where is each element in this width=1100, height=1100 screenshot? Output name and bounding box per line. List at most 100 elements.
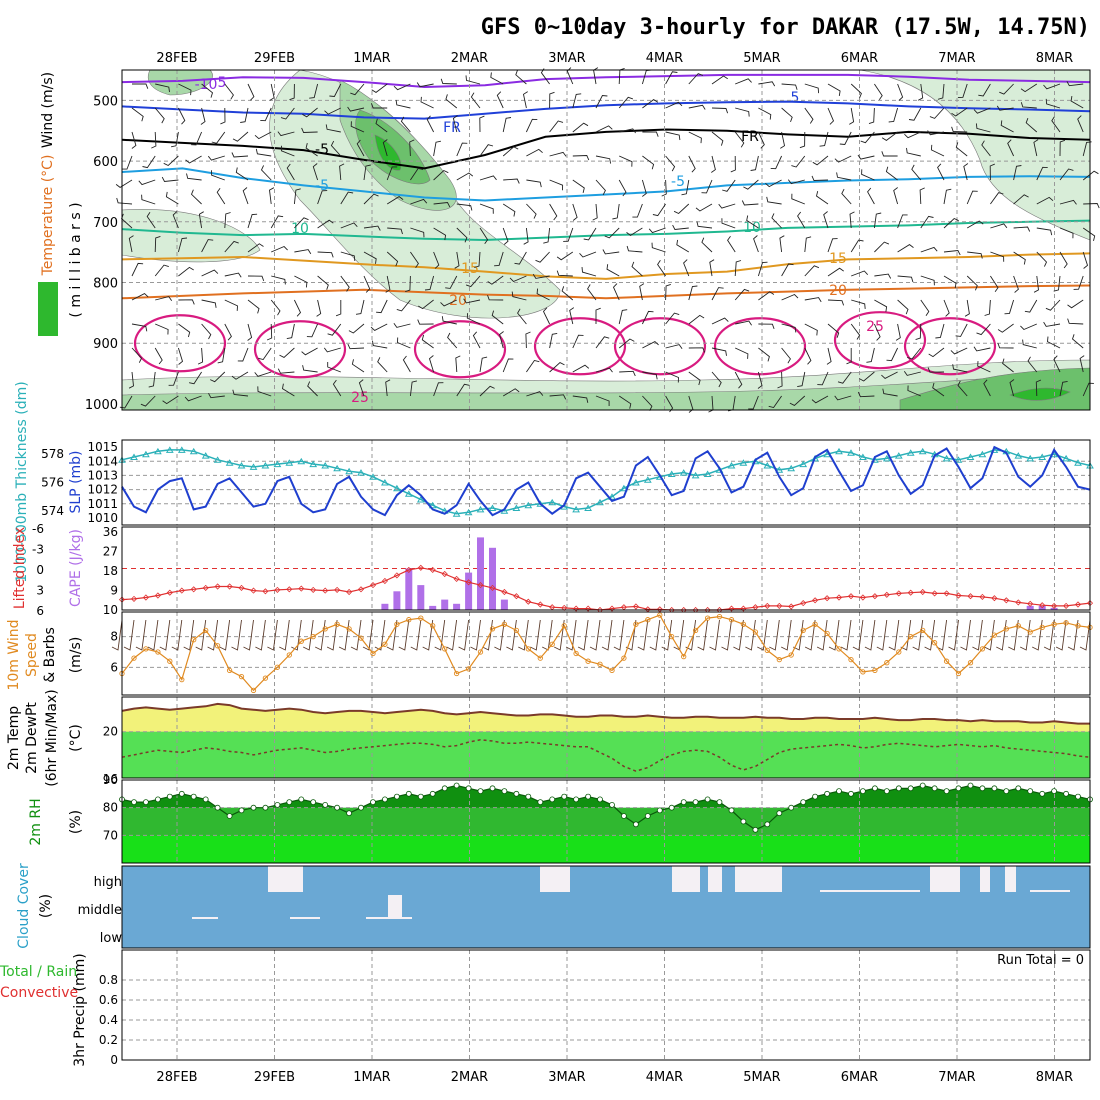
wind-barb xyxy=(642,99,659,109)
wind-barb xyxy=(886,347,899,362)
lifted-index-point xyxy=(1027,600,1034,607)
wind-speed-point xyxy=(358,635,364,641)
rh2m-point xyxy=(346,810,353,817)
rh2m-point xyxy=(919,782,926,789)
wind-barb xyxy=(184,395,202,402)
wind-barb xyxy=(876,619,888,651)
ylabel-wind-unit: (m/s) xyxy=(68,637,84,674)
wind-barb xyxy=(294,249,312,255)
wind-barb xyxy=(1013,226,1031,232)
wind-barb xyxy=(151,131,157,149)
wind-barb xyxy=(474,251,481,268)
wind-barb xyxy=(454,251,460,269)
cape-bar xyxy=(500,599,508,610)
wind-barb xyxy=(1033,139,1039,157)
rh2m-point xyxy=(883,788,890,794)
wind-barb xyxy=(511,291,527,301)
wind-barb xyxy=(254,371,272,377)
wind-barb xyxy=(951,126,968,133)
lifted-index-point xyxy=(835,594,843,601)
wind-barb xyxy=(592,203,598,221)
date-label-bottom: 6MAR xyxy=(841,1070,878,1085)
wind-barb xyxy=(826,347,832,365)
wind-barb xyxy=(556,251,574,261)
date-label-bottom: 28FEB xyxy=(156,1070,197,1085)
wind-barb xyxy=(224,323,232,341)
wind-barb xyxy=(881,151,898,157)
thickness-tick: 578 xyxy=(41,447,64,461)
temperature-contour xyxy=(121,252,1091,280)
wind-barb xyxy=(171,619,183,651)
thickness-point xyxy=(189,447,198,455)
wind-barb xyxy=(232,131,249,142)
wind-barb xyxy=(781,347,791,364)
wind-barb xyxy=(735,347,749,359)
ylabel-minmax: (6hr Min/Max) xyxy=(44,689,60,786)
wind-barb xyxy=(758,291,775,301)
wind-barb xyxy=(309,83,319,99)
lifted-index-point xyxy=(1074,601,1082,608)
ylabel-cloud: Cloud Cover xyxy=(16,863,32,949)
cape-panel-bg xyxy=(122,527,1090,610)
thickness-point xyxy=(416,496,425,503)
contour-label: -5 xyxy=(315,142,329,158)
wind-speed-point xyxy=(561,623,567,629)
wind-barb xyxy=(595,367,613,373)
wind-speed-point xyxy=(214,643,221,649)
lifted-index-point xyxy=(262,588,269,595)
upper-panel-frame xyxy=(121,69,1091,411)
wind-barb xyxy=(1027,356,1038,373)
wind-barb xyxy=(115,179,133,188)
lifted-index-point xyxy=(298,585,305,592)
wind-speed-point xyxy=(430,623,436,629)
rh2m-point xyxy=(166,793,173,800)
wind-barb xyxy=(1024,299,1038,313)
wind-barb xyxy=(131,323,148,332)
wind-barb xyxy=(494,251,504,267)
wind-barb xyxy=(1043,321,1061,327)
wind-barb xyxy=(456,227,468,243)
rh2m-point xyxy=(525,793,532,800)
wind-barb xyxy=(1082,227,1096,242)
wind-barb xyxy=(1053,355,1061,373)
wind-barb xyxy=(479,175,497,181)
wind-barb xyxy=(827,299,845,306)
wind-barb xyxy=(721,218,736,229)
wind-barb xyxy=(294,217,309,229)
rh2m-point xyxy=(513,790,520,797)
wind-barb xyxy=(973,107,991,114)
wind-barb xyxy=(410,619,422,651)
wind-barb xyxy=(915,323,922,341)
chart-title: GFS 0~10day 3-hourly for DAKAR (17.5W, 1… xyxy=(481,15,1090,40)
wind-barb xyxy=(123,619,135,651)
thickness-point xyxy=(285,459,294,466)
wind-barb xyxy=(840,619,852,651)
wind-barb xyxy=(422,619,434,651)
date-label-top: 8MAR xyxy=(1036,51,1073,66)
rh2m-point xyxy=(1015,785,1022,792)
thickness-point xyxy=(428,501,437,509)
date-label-bottom: 7MAR xyxy=(938,1070,975,1085)
wind-barb xyxy=(171,131,179,148)
rh-contour-fill xyxy=(121,209,261,263)
precip-panel-bg xyxy=(122,950,1090,1060)
precip-tick: 0 xyxy=(110,1053,118,1067)
cloud-level-label: low xyxy=(100,931,123,946)
wind-barb xyxy=(722,179,736,192)
wind-barb xyxy=(1079,619,1091,651)
lifted-index-point xyxy=(154,592,161,599)
wind-barb xyxy=(695,203,713,212)
wind-speed-point xyxy=(489,626,496,632)
wind-barb xyxy=(522,91,528,109)
cloud-thin-line xyxy=(192,917,218,919)
wind-barb xyxy=(356,139,365,157)
cloud-thin-line xyxy=(290,917,320,919)
wind-barb xyxy=(396,299,411,312)
contour-label: 25 xyxy=(351,390,369,406)
wind-barb xyxy=(990,275,999,293)
wind-barb xyxy=(780,619,792,651)
wind-barb xyxy=(1013,165,1022,181)
wind-barb xyxy=(154,264,169,277)
wind-barb xyxy=(279,619,290,651)
temp-tick: 20 xyxy=(103,725,118,739)
